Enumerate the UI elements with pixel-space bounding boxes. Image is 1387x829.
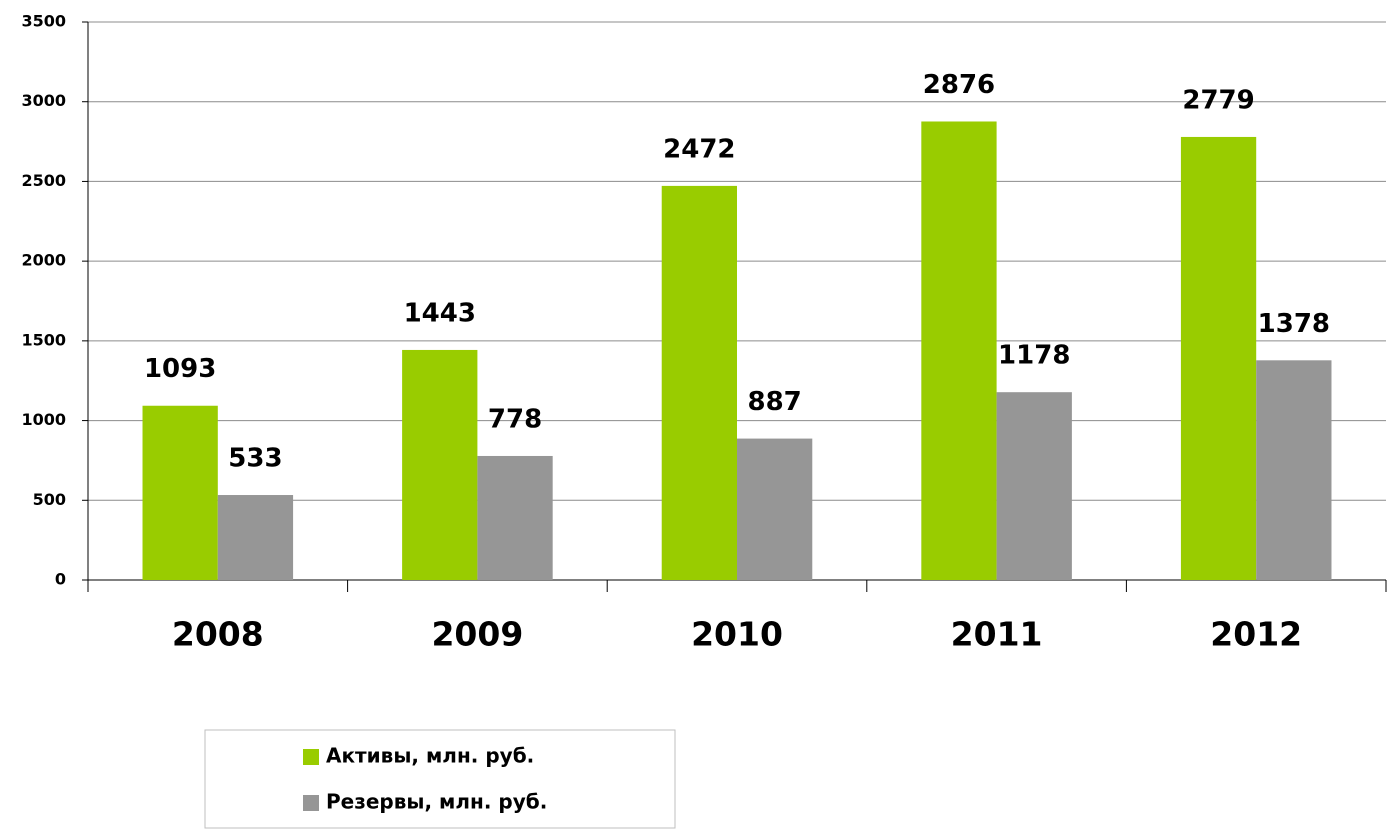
bar — [921, 121, 997, 580]
data-label: 778 — [488, 404, 542, 434]
bar — [737, 438, 813, 580]
y-tick-label: 1000 — [21, 410, 66, 429]
x-tick-label: 2008 — [172, 615, 264, 654]
x-tick-label: 2010 — [691, 615, 783, 654]
bar — [996, 392, 1072, 580]
bar — [1180, 136, 1257, 580]
x-tick-label: 2011 — [951, 615, 1043, 654]
bar — [477, 455, 553, 580]
y-tick-label: 3000 — [21, 91, 66, 110]
data-label: 533 — [228, 444, 282, 474]
legend-label: Резервы, млн. руб. — [326, 790, 547, 814]
y-tick-label: 2500 — [21, 171, 66, 190]
data-label: 1443 — [404, 298, 476, 328]
data-label: 2876 — [923, 70, 995, 100]
y-tick-label: 500 — [33, 490, 66, 509]
y-tick-label: 1500 — [21, 330, 66, 349]
bar — [217, 495, 294, 580]
data-label: 1093 — [144, 354, 216, 384]
bar — [402, 349, 478, 580]
bar — [1256, 360, 1332, 580]
bar — [661, 185, 737, 580]
legend-swatch — [303, 749, 319, 765]
legend-box — [204, 729, 676, 829]
y-tick-label: 0 — [55, 570, 66, 589]
data-label: 2779 — [1182, 85, 1254, 115]
legend-label: Активы, млн. руб. — [326, 744, 534, 768]
legend-swatch — [303, 795, 319, 811]
y-tick-label: 3500 — [21, 12, 66, 31]
x-tick-label: 2012 — [1210, 615, 1302, 654]
x-tick-label: 2009 — [431, 615, 523, 654]
data-label: 2472 — [663, 134, 735, 164]
bar — [142, 405, 218, 580]
y-tick-label: 2000 — [21, 251, 66, 270]
data-label: 887 — [748, 387, 802, 417]
data-label: 1178 — [998, 341, 1070, 371]
data-label: 1378 — [1258, 309, 1330, 339]
